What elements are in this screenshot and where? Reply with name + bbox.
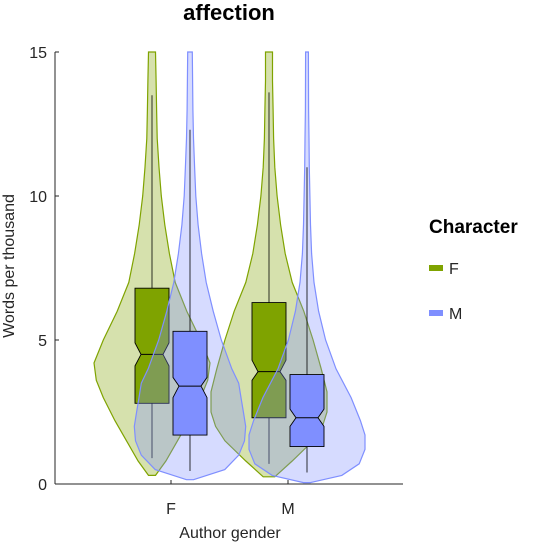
box-m-m xyxy=(289,374,325,448)
y-axis-label: Words per thousand xyxy=(1,194,18,338)
x-axis-label: Author gender xyxy=(179,525,281,542)
x-tick-label: M xyxy=(281,501,294,518)
chart-title: affection xyxy=(183,0,275,25)
x-tick-label: F xyxy=(166,501,176,518)
plot-area: 0 5 10 15 F M xyxy=(29,45,403,518)
y-tick-label: 0 xyxy=(38,477,47,494)
legend-label-m: M xyxy=(449,306,462,323)
box-m-f xyxy=(172,330,208,436)
legend-swatch-f xyxy=(429,265,443,271)
y-tick-label: 10 xyxy=(29,189,47,206)
legend-title: Character xyxy=(429,217,518,238)
legend: FM xyxy=(429,261,462,323)
legend-swatch-m xyxy=(429,310,443,316)
y-tick-label: 5 xyxy=(38,333,47,350)
box-f-f xyxy=(134,287,170,404)
box-f-m xyxy=(251,302,287,419)
y-tick-label: 15 xyxy=(29,45,47,62)
legend-label-f: F xyxy=(449,261,459,278)
